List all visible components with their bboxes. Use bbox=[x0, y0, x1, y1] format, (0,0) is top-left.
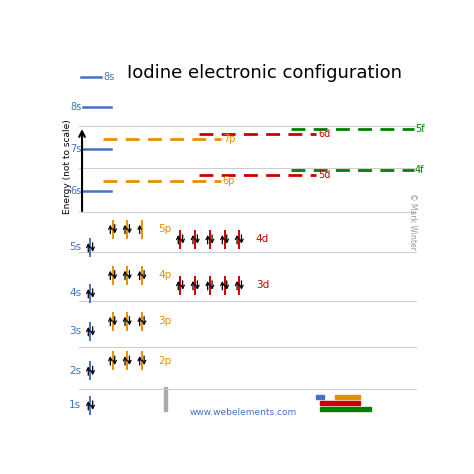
Text: Energy (not to scale): Energy (not to scale) bbox=[63, 119, 72, 214]
Text: 5d: 5d bbox=[318, 170, 330, 180]
Bar bbox=[320, 401, 360, 405]
Text: 4s: 4s bbox=[69, 288, 82, 299]
Text: 6s: 6s bbox=[70, 186, 82, 196]
Text: 5s: 5s bbox=[69, 242, 82, 252]
Text: 6d: 6d bbox=[318, 128, 330, 138]
Text: 3d: 3d bbox=[256, 280, 269, 291]
Bar bbox=[316, 395, 324, 400]
Text: 4p: 4p bbox=[158, 270, 172, 280]
Bar bbox=[164, 387, 166, 411]
Text: 5p: 5p bbox=[158, 224, 172, 234]
Bar bbox=[320, 407, 372, 411]
Text: © Mark Winter: © Mark Winter bbox=[409, 193, 418, 249]
Text: 8s: 8s bbox=[103, 72, 115, 82]
Text: 4f: 4f bbox=[415, 165, 424, 175]
Text: 7s: 7s bbox=[70, 144, 82, 154]
Text: 2s: 2s bbox=[69, 366, 82, 376]
Bar bbox=[335, 395, 361, 400]
Text: 6p: 6p bbox=[223, 176, 235, 186]
Text: 2p: 2p bbox=[158, 356, 172, 365]
Text: 1s: 1s bbox=[69, 401, 82, 410]
Text: www.webelements.com: www.webelements.com bbox=[189, 408, 297, 417]
Text: 3p: 3p bbox=[158, 316, 172, 326]
Text: 4d: 4d bbox=[256, 234, 269, 245]
Text: 7p: 7p bbox=[223, 134, 235, 145]
Text: 3s: 3s bbox=[69, 326, 82, 337]
Text: Iodine electronic configuration: Iodine electronic configuration bbox=[128, 64, 402, 82]
Text: 5f: 5f bbox=[415, 124, 425, 134]
Text: 8s: 8s bbox=[70, 102, 82, 112]
